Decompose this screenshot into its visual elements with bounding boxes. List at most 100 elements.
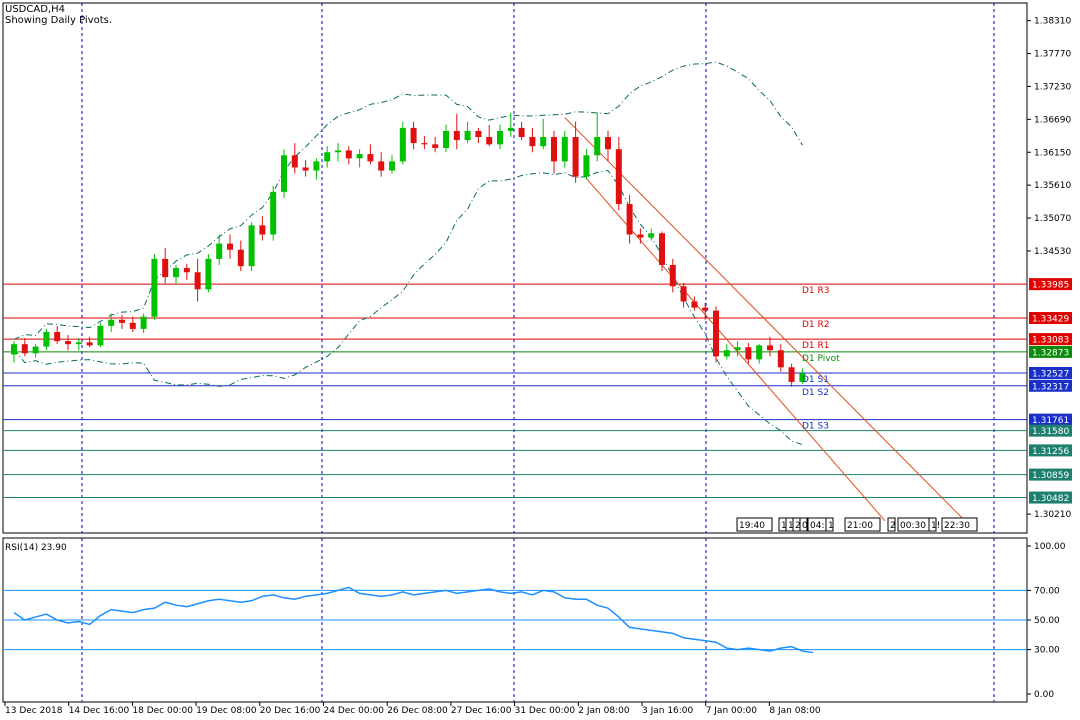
upper-band-line	[13, 61, 803, 340]
price-axis-label: 1.30210	[1034, 510, 1071, 520]
candle-body	[464, 130, 471, 141]
level-tag	[1029, 491, 1072, 504]
pivot-tag-value: 1.33083	[1032, 336, 1069, 346]
candle-body	[702, 307, 709, 311]
candle-body	[659, 233, 665, 265]
countdown-text: 19:40	[739, 521, 765, 531]
candle-body	[227, 243, 233, 250]
pivot-tag	[1029, 379, 1072, 392]
countdown-text: 2	[795, 521, 801, 531]
level-tag	[1029, 424, 1072, 437]
pivot-tag-value: 1.33429	[1032, 315, 1069, 325]
price-axis-label: 1.37770	[1034, 50, 1071, 60]
time-axis-label: 31 Dec 00:00	[515, 706, 576, 716]
countdown-box	[941, 517, 978, 532]
candle-body	[551, 137, 557, 162]
candle-body	[237, 249, 244, 267]
countdown-text: 2	[890, 521, 896, 531]
candle-body	[410, 127, 417, 144]
time-axis-label: 7 Jan 00:00	[706, 706, 758, 716]
candle-body	[119, 319, 125, 323]
candle-body	[270, 191, 277, 235]
candle-body	[65, 341, 71, 345]
candle-body	[75, 342, 82, 345]
candle-body	[205, 258, 212, 290]
candle-body	[97, 325, 104, 346]
pivot-tag	[1029, 333, 1072, 346]
candle-body	[335, 150, 341, 153]
level-tag	[1029, 444, 1072, 457]
level-tag-value: 1.31580	[1032, 427, 1069, 437]
candle-body	[723, 350, 730, 357]
candle-body	[356, 154, 363, 159]
countdown-text: 1	[788, 521, 794, 531]
candle-body	[583, 155, 590, 177]
countdown-text: 1	[828, 521, 834, 531]
price-panel-frame	[2, 2, 1028, 534]
candle-body	[691, 301, 698, 308]
candle-body	[183, 268, 190, 273]
candle-body	[291, 155, 298, 168]
rsi-label: RSI(14) 23.90	[5, 543, 67, 553]
candle-body	[615, 149, 622, 205]
time-axis-label: 8 Jan 08:00	[769, 706, 821, 716]
pivot-name-label: D1 S2	[802, 388, 829, 398]
candle-body	[108, 319, 115, 326]
candle-body	[432, 144, 439, 148]
countdown-text: 22:30	[944, 521, 970, 531]
candle-body	[745, 347, 752, 360]
candle-body	[21, 344, 28, 354]
candle-body	[259, 225, 266, 235]
countdown-text: 04:	[810, 521, 824, 531]
candle-body	[345, 150, 352, 159]
countdown-text: 21:00	[847, 521, 873, 531]
candle-body	[777, 350, 784, 368]
candle-body	[637, 234, 644, 238]
price-axis-label: 1.35610	[1034, 181, 1071, 191]
candle-body	[529, 137, 536, 147]
time-axis-label: 18 Dec 00:00	[132, 706, 193, 716]
pivot-tag	[1029, 413, 1072, 426]
candle-body	[486, 137, 493, 145]
candle-body	[378, 161, 385, 171]
candle-body	[788, 367, 795, 382]
candle-body	[669, 264, 676, 287]
pivot-tag-value: 1.31761	[1032, 416, 1069, 426]
candle-body	[561, 137, 568, 162]
countdown-box	[799, 517, 808, 532]
countdown-box	[887, 517, 896, 532]
candle-body	[594, 137, 601, 156]
candle-body	[626, 204, 633, 235]
rsi-axis-label: 50.00	[1034, 616, 1060, 626]
pivot-name-label: D1 R3	[802, 286, 830, 296]
candle-body	[507, 127, 514, 131]
pivot-tag	[1029, 366, 1072, 379]
pivot-name-label: D1 S1	[802, 375, 829, 385]
candle-body	[767, 345, 773, 351]
chart-subtitle: Showing Daily Pivots.	[5, 15, 113, 26]
countdown-box	[736, 517, 773, 532]
pivot-name-label: D1 R1	[802, 341, 830, 351]
candle-body	[54, 331, 61, 342]
candle-body	[475, 130, 482, 138]
time-axis-label: 14 Dec 16:00	[69, 706, 130, 716]
candle-body	[540, 137, 547, 147]
time-axis-label: 24 Dec 00:00	[324, 706, 385, 716]
level-tag-value: 1.31256	[1032, 447, 1069, 457]
level-tag-value: 1.30859	[1032, 471, 1069, 481]
candle-body	[680, 286, 687, 302]
candle-body	[324, 152, 331, 162]
candle-body	[140, 316, 147, 329]
level-tag	[1029, 468, 1072, 481]
rsi-axis-label: 30.00	[1034, 646, 1060, 656]
time-axis-label: 2 Jan 08:00	[578, 706, 630, 716]
channel-upper-line	[564, 117, 966, 522]
time-axis-label: 3 Jan 16:00	[642, 706, 694, 716]
candle-body	[11, 344, 17, 355]
lower-band-line	[13, 169, 803, 446]
candle-body	[129, 322, 136, 329]
countdown-text: 0	[802, 521, 808, 531]
level-tag-value: 1.30482	[1032, 494, 1069, 504]
price-axis-label: 1.34530	[1034, 247, 1071, 257]
